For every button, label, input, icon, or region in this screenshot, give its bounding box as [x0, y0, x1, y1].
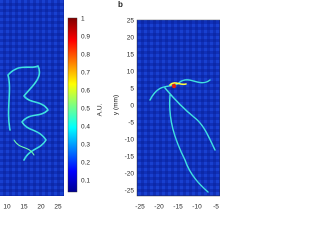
x-tick-label: -5 — [213, 204, 219, 211]
x-tick-label: 25 — [54, 204, 62, 211]
y-tick-label: -10 — [125, 137, 135, 144]
x-tick-label: 10 — [3, 204, 11, 211]
x-tick-label: -15 — [173, 204, 183, 211]
colorbar-tick-label: 0.4 — [81, 124, 90, 131]
x-tick-label: -20 — [154, 204, 164, 211]
y-tick-label: 0 — [130, 103, 134, 110]
colorbar-tick-label: 0.6 — [81, 88, 90, 95]
x-tick-label: -10 — [192, 204, 202, 211]
y-tick-label: 5 — [130, 86, 134, 93]
figure: A.U. b y (mm) 1 0.9 0.8 0.7 0.6 0.5 0.4 0.3 0.2 0… — [0, 0, 220, 211]
colorbar-tick-label: 0.7 — [81, 70, 90, 77]
colorbar-tick-label: 0.2 — [81, 160, 90, 167]
y-tick-label: 25 — [127, 18, 135, 25]
colorbar-tick-label: 0.9 — [81, 34, 90, 41]
right-image — [136, 19, 220, 197]
y-tick-label: -5 — [128, 120, 134, 127]
colorbar — [67, 17, 78, 193]
y-tick-label: -25 — [125, 188, 135, 195]
x-tick-label: 20 — [37, 204, 45, 211]
y-tick-label: 20 — [127, 35, 135, 42]
colorbar-tick-label: 0.3 — [81, 142, 90, 149]
colorbar-tick-label: 1 — [81, 16, 85, 23]
y-axis-label: y (mm) — [113, 95, 120, 115]
y-tick-label: 10 — [127, 69, 135, 76]
colorbar-tick-label: 0.5 — [81, 106, 90, 113]
tick-labels: 1 0.9 0.8 0.7 0.6 0.5 0.4 0.3 0.2 0.1 10 15 20 25 25 20… — [3, 16, 219, 211]
panel-label: b — [118, 0, 123, 9]
x-tick-label: 15 — [20, 204, 28, 211]
colorbar-tick-label: 0.8 — [81, 52, 90, 59]
x-tick-label: -25 — [135, 204, 145, 211]
left-image — [0, 0, 64, 196]
hot-spot — [171, 83, 177, 89]
y-tick-label: -15 — [125, 154, 135, 161]
colorbar-label: A.U. — [97, 103, 104, 116]
y-tick-label: -20 — [125, 171, 135, 178]
colorbar-tick-label: 0.1 — [81, 178, 90, 185]
y-tick-label: 15 — [127, 52, 135, 59]
